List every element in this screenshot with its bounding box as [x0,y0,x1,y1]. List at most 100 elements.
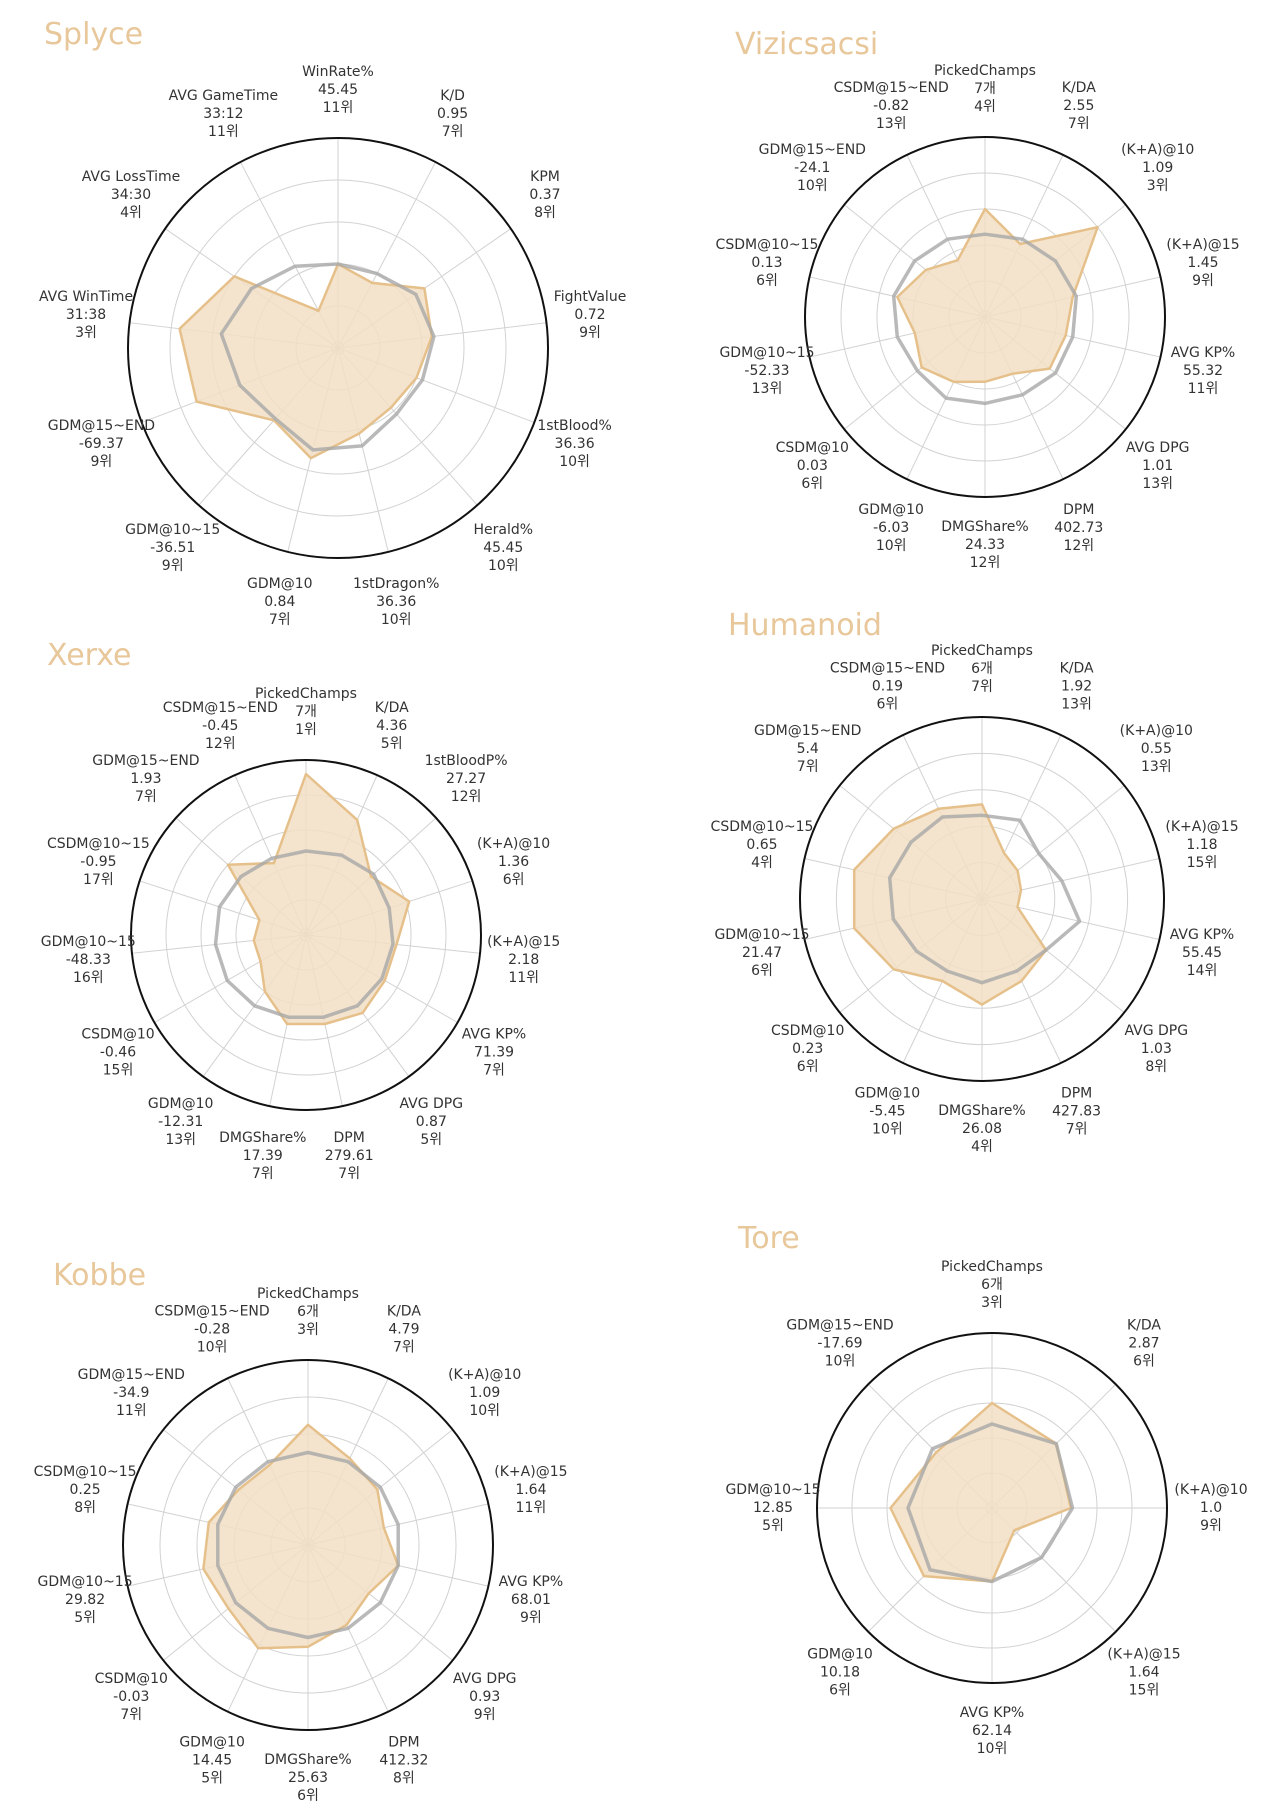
axis-label-rank: 4위 [974,99,996,115]
axis-label-value: 62.14 [972,1723,1012,1739]
axis-label-name: CSDM@10 [95,1671,168,1687]
axis-label-rank: 6위 [756,273,778,289]
axis-label-name: GDM@10~15 [725,1482,820,1498]
axis-label-rank: 7위 [252,1166,274,1182]
axis-label-rank: 12위 [451,789,482,805]
axis-label-name: GDM@15~END [48,418,155,434]
axis-label: WinRate% 45.45 11위 [302,64,374,116]
axis-label-value: 17.39 [243,1148,283,1164]
axis-label-rank: 3위 [75,325,97,341]
axis-label: CSDM@10~15 0.25 8위 [34,1464,137,1516]
axis-label: K/DA 4.36 5위 [375,700,409,752]
axis-label-name: AVG DPG [1126,440,1190,456]
axis-label-value: 36.36 [555,436,595,452]
axis-label-rank: 7위 [269,612,291,628]
axis-label-rank: 15위 [1129,1683,1160,1699]
axis-label-name: K/DA [375,700,409,716]
axis-label-name: AVG KP% [499,1574,563,1590]
axis-label-name: AVG LossTime [82,169,181,185]
axis-label-value: 45.45 [318,82,358,98]
axis-label-value: 1.93 [130,771,161,787]
axis-label: (K+A)@15 2.18 11위 [487,934,560,986]
axis-label-rank: 4위 [751,855,773,871]
axis-label-rank: 9위 [474,1707,496,1723]
axis-label-name: DMGShare% [264,1752,351,1768]
axis-label-rank: 6위 [751,963,773,979]
axis-label: GDM@15~END -17.69 10위 [786,1317,893,1369]
axis-label-rank: 8위 [74,1500,96,1516]
axis-label-rank: 11위 [516,1500,547,1516]
axis-label-rank: 6위 [829,1683,851,1699]
axis-label-name: CSDM@15~END [834,80,949,96]
axis-label: GDM@15~END 1.93 7위 [92,753,199,805]
axis-label-value: 33:12 [203,106,243,122]
axis-label-rank: 3위 [1147,178,1169,194]
axis-label-rank: 7위 [1066,1122,1088,1138]
axis-label: CSDM@10~15 0.13 6위 [716,237,819,289]
axis-label-value: 1.64 [515,1482,546,1498]
axis-label-value: -0.82 [873,98,909,114]
axis-label-name: Herald% [474,522,534,538]
axis-label-name: CSDM@10~15 [34,1464,137,1480]
axis-label-rank: 10위 [197,1340,228,1356]
radar-chart-xerxe: Xerxe PickedChamps 7개 1위 K/DA 4.36 5위 1stBloodP… [41,638,561,1182]
axis-label: DPM 279.61 7위 [325,1130,374,1182]
axis-label-value: -6.03 [873,520,909,536]
axis-label: GDM@10 -6.03 10위 [858,502,924,554]
axis-label-name: CSDM@10 [771,1023,844,1039]
axis-label-value: 0.65 [746,837,777,853]
axis-label: (K+A)@15 1.64 15위 [1107,1647,1180,1699]
axis-label: CSDM@15~END 0.19 6위 [830,660,945,712]
axis-label-rank: 13위 [165,1132,196,1148]
axis-label-rank: 5위 [381,736,403,752]
axis-label-name: GDM@10 [855,1086,921,1102]
axis-label: AVG DPG 0.93 9위 [453,1671,517,1723]
axis-label-value: 45.45 [483,540,523,556]
axis-label-rank: 6위 [297,1788,319,1801]
axis-label: GDM@10 -12.31 13위 [148,1096,214,1148]
axis-label-value: 427.83 [1052,1104,1101,1120]
axis-label-rank: 5위 [201,1770,223,1786]
axis-label-name: DMGShare% [941,519,1028,535]
axis-label-value: 0.95 [437,106,468,122]
axis-label-value: 0.23 [792,1041,823,1057]
axis-label-value: -48.33 [66,952,111,968]
axis-label-value: 2.55 [1063,98,1094,114]
axis-label-name: AVG KP% [1170,927,1234,943]
average-series-line [906,1422,1075,1584]
axis-label-name: K/DA [1062,80,1096,96]
axis-label-value: 36.36 [376,594,416,610]
axis-label: GDM@10~15 21.47 6위 [714,927,809,979]
axis-label-rank: 7위 [1068,116,1090,132]
axis-label-rank: 6위 [503,872,525,888]
axis-label-value: 0.13 [751,255,782,271]
axis-label-rank: 13위 [876,116,907,132]
axis-label-value: -17.69 [817,1335,862,1351]
axis-label: GDM@10 -5.45 10위 [855,1086,921,1138]
axis-label: GDM@10~15 -36.51 9위 [125,522,220,574]
axis-label-name: CSDM@15~END [155,1304,270,1320]
axis-label-value: 1.01 [1142,458,1173,474]
axis-label-value: 0.25 [70,1482,101,1498]
axis-label-name: PickedChamps [257,1286,359,1302]
axis-label-value: 34:30 [111,187,151,203]
axis-label-name: K/DA [387,1304,421,1320]
axis-label: (K+A)@10 1.09 10위 [448,1367,521,1419]
axis-label-value: 0.84 [264,594,295,610]
axis-label-name: (K+A)@15 [1165,819,1238,835]
axis-label-name: AVG GameTime [169,88,279,104]
axis-label-name: PickedChamps [934,63,1036,79]
chart-title: Tore [737,1221,800,1256]
axis-label: CSDM@10 -0.03 7위 [95,1671,168,1723]
axis-label-value: 2.18 [508,952,539,968]
axis-label: CSDM@10 -0.46 15위 [81,1027,154,1079]
axis-label-rank: 7위 [338,1166,360,1182]
axis-label-name: CSDM@10~15 [47,836,150,852]
axis-label: GDM@15~END -34.9 11위 [78,1367,185,1419]
axis-label: AVG WinTime 31:38 3위 [39,289,133,341]
axis-label: (K+A)@15 1.64 11위 [494,1464,567,1516]
axis-label-rank: 12위 [1063,538,1094,554]
axis-label-value: 1.09 [469,1385,500,1401]
axis-label-rank: 9위 [162,558,184,574]
